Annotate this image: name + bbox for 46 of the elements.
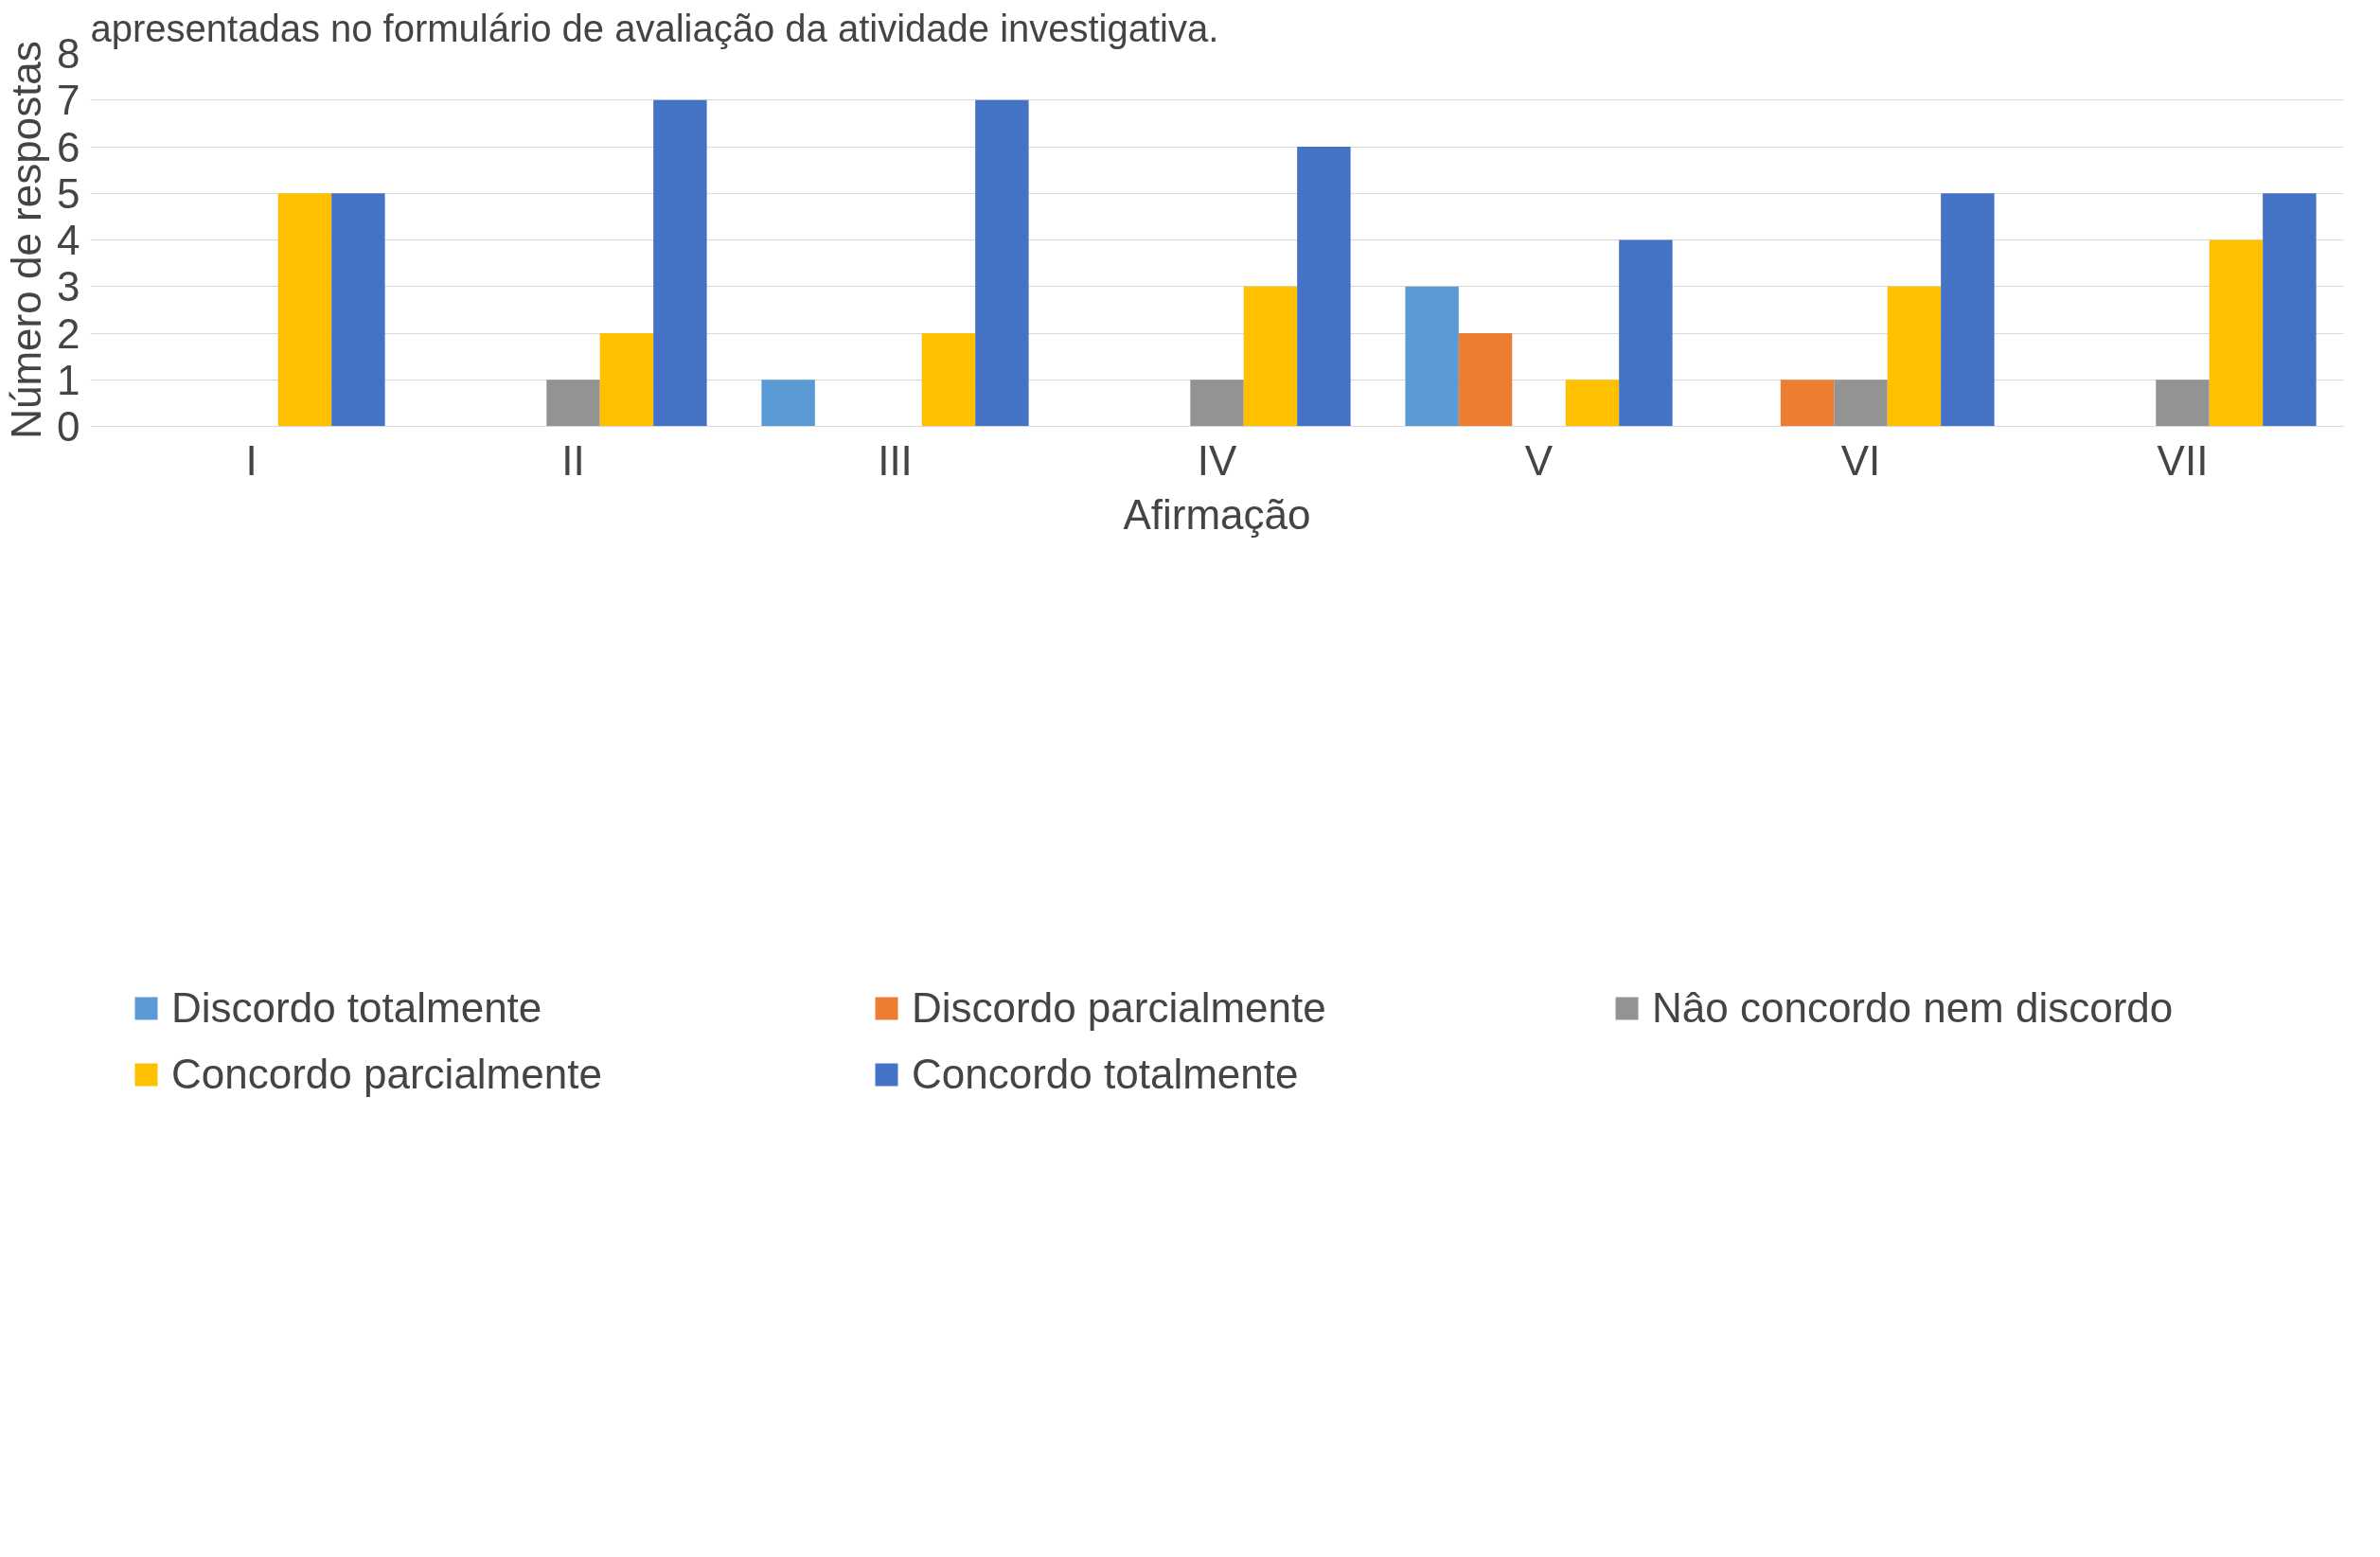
bar [761, 380, 815, 427]
y-axis-title: Número de respostas [3, 41, 50, 439]
legend-label: Concordo totalmente [912, 1051, 1300, 1098]
y-tick-label: 1 [57, 356, 80, 403]
bar [1780, 380, 1835, 427]
x-tick-label: III [878, 436, 913, 484]
x-tick-label: VI [1840, 436, 1881, 484]
bar [1941, 193, 1995, 427]
y-tick-label: 3 [57, 263, 80, 310]
bar [975, 99, 1029, 427]
bar [331, 193, 385, 427]
bar [1458, 333, 1513, 427]
bar [2156, 380, 2210, 427]
legend-label: Discordo parcialmente [912, 984, 1327, 1032]
y-tick-label: 0 [57, 403, 80, 450]
bar [1887, 286, 1942, 427]
x-tick-label: IV [1197, 436, 1237, 484]
y-tick-label: 5 [57, 169, 80, 217]
x-tick-label: I [245, 436, 258, 484]
legend-label: Concordo parcialmente [171, 1051, 603, 1098]
bar [1619, 239, 1673, 427]
chart-title: apresentadas no formulário de avaliação da atividade investigativa. [90, 7, 1219, 49]
bar [921, 333, 976, 427]
bar [2209, 239, 2264, 427]
x-tick-label: VII [2157, 436, 2209, 484]
x-tick-label: V [1524, 436, 1554, 484]
y-tick-label: 2 [57, 310, 80, 357]
y-tick-label: 7 [57, 77, 80, 124]
x-axis-title: Afirmação [1123, 490, 1311, 538]
legend-label: Nâo concordo nem discordo [1652, 984, 2175, 1032]
bar [277, 193, 332, 427]
bar [1565, 380, 1620, 427]
bar [546, 380, 600, 427]
bar [1834, 380, 1888, 427]
legend-label: Discordo totalmente [171, 984, 543, 1032]
y-tick-label: 6 [57, 123, 80, 170]
bar [1297, 147, 1351, 427]
bar [1243, 286, 1298, 427]
y-tick-label: 8 [57, 30, 80, 77]
bar [2263, 193, 2317, 427]
x-tick-label: II [561, 436, 585, 484]
bar [1190, 380, 1244, 427]
bar [1405, 286, 1459, 427]
bar [653, 99, 707, 427]
bar [599, 333, 654, 427]
y-tick-label: 4 [57, 217, 80, 263]
